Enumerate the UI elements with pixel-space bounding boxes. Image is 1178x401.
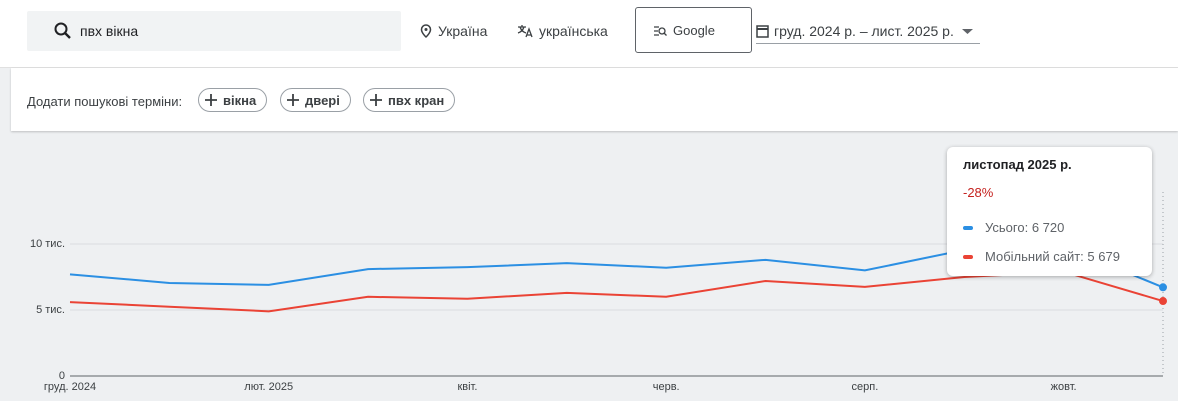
tooltip-series-name: Усього <box>985 220 1032 235</box>
tooltip-series-name: Мобільний сайт <box>985 249 1087 264</box>
tooltip-value: 5 679 <box>1087 249 1120 264</box>
location: Україна <box>438 23 488 39</box>
tooltip: листопад 2025 р. -28% Усього6 720 Мобіль… <box>947 147 1152 276</box>
tooltip-item: Усього6 720 <box>963 220 1064 235</box>
search-icon <box>54 22 71 39</box>
network-button[interactable]: Google <box>635 7 752 53</box>
tooltip-change: -28% <box>963 185 994 200</box>
network-name: Google <box>673 23 715 38</box>
x-tick-label: квіт. <box>457 381 477 393</box>
x-tick-label: серп. <box>852 381 879 393</box>
plus-icon <box>287 94 299 106</box>
x-tick-label: лют. 2025 <box>244 381 293 393</box>
y-tick-label: 10 тис. <box>30 238 65 250</box>
search-query: пвх вікна <box>80 23 139 39</box>
y-tick-label: 0 <box>59 370 65 382</box>
tooltip-item: Мобільний сайт5 679 <box>963 249 1120 264</box>
term-chip[interactable]: двері <box>280 88 351 112</box>
term-chip[interactable]: вікна <box>198 88 268 112</box>
tooltip-value: 6 720 <box>1031 220 1065 235</box>
chip-label: двері <box>305 92 340 108</box>
term-chip[interactable]: пвх кран <box>363 88 456 112</box>
network-icon <box>654 25 667 36</box>
tooltip-title: листопад 2025 р. <box>963 157 1072 172</box>
language-icon <box>517 25 533 38</box>
chart: 0 5 тис. 10 тис. груд. 2024 лют. 2025 квіт. че… <box>30 192 1167 393</box>
network: Google <box>653 23 715 38</box>
date-range-select[interactable]: груд. 2024 р. – лист. 2025 р. <box>756 14 980 44</box>
dropdown-arrow <box>962 29 973 34</box>
plus-icon <box>370 94 382 106</box>
tooltip-swatch <box>963 254 973 259</box>
x-tick-label: жовт. <box>1051 381 1077 393</box>
location-icon <box>420 24 432 38</box>
add-terms-label: Додати пошукові терміни: <box>27 94 183 109</box>
add-terms-bar: Додати пошукові терміни: вікна двері пвх к… <box>11 68 1178 131</box>
y-tick-label: 5 тис. <box>36 304 65 316</box>
x-tick-label: груд. 2024 <box>44 381 96 393</box>
calendar-icon <box>756 25 769 38</box>
search-box[interactable]: пвх вікна <box>27 11 401 51</box>
plus-icon <box>205 94 217 106</box>
series-line <box>69 270 1164 313</box>
chip-label: вікна <box>223 92 257 108</box>
language-button[interactable]: українська <box>517 23 608 39</box>
x-tick-label: черв. <box>653 381 680 393</box>
tooltip-swatch <box>963 225 973 230</box>
location-button[interactable]: Україна <box>420 23 487 39</box>
chip-label: пвх кран <box>388 92 445 108</box>
hover-point <box>1159 283 1167 292</box>
language: українська <box>539 23 608 39</box>
date-range: груд. 2024 р. – лист. 2025 р. <box>774 23 954 39</box>
hover-point <box>1159 297 1167 306</box>
toolbar: пвх вікна Україна українська Google груд… <box>0 0 1178 68</box>
